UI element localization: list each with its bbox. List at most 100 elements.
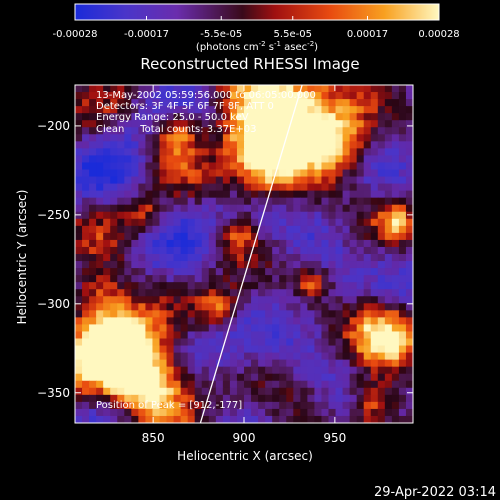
heatmap-cell: [370, 120, 379, 128]
heatmap-cell: [236, 225, 245, 234]
heatmap-cell: [272, 387, 280, 396]
heatmap-cell: [145, 338, 154, 347]
heatmap-cell: [349, 401, 358, 410]
heatmap-cell: [244, 366, 252, 375]
heatmap-cell: [208, 359, 217, 368]
heatmap-cell: [131, 303, 139, 311]
heatmap-cell: [321, 394, 330, 403]
heatmap-cell: [110, 141, 118, 149]
heatmap-cell: [314, 239, 323, 248]
heatmap-cell: [398, 106, 407, 114]
x-tick-label: 950: [323, 431, 346, 445]
heatmap-cell: [152, 387, 161, 396]
heatmap-cell: [384, 261, 393, 269]
heatmap-cell: [208, 155, 217, 164]
heatmap-cell: [244, 211, 252, 220]
heatmap-cell: [244, 218, 252, 227]
heatmap-cell: [244, 176, 252, 185]
heatmap-cell: [103, 373, 111, 382]
heatmap-cell: [384, 380, 393, 389]
heatmap-cell: [180, 127, 189, 135]
heatmap-cell: [152, 190, 161, 199]
heatmap-cell: [117, 359, 125, 368]
heatmap-cell: [398, 331, 407, 340]
heatmap-cell: [391, 310, 400, 318]
heatmap-cell: [152, 415, 161, 423]
heatmap-cell: [349, 127, 358, 135]
heatmap-cell: [314, 155, 323, 164]
heatmap-cell: [159, 282, 168, 290]
heatmap-cell: [180, 345, 189, 354]
heatmap-cell: [363, 408, 372, 417]
heatmap-cell: [272, 289, 280, 297]
heatmap-cell: [201, 282, 210, 290]
heatmap-cell: [307, 401, 316, 410]
heatmap-cell: [145, 394, 154, 403]
heatmap-cell: [180, 282, 189, 290]
heatmap-cell: [279, 113, 287, 121]
heatmap-cell: [363, 359, 372, 368]
heatmap-cell: [265, 176, 273, 185]
heatmap-cell: [236, 197, 245, 206]
heatmap-cell: [117, 415, 125, 423]
heatmap-cell: [398, 310, 407, 318]
heatmap-cell: [384, 275, 393, 283]
heatmap-cell: [215, 366, 224, 375]
heatmap-cell: [258, 190, 266, 199]
heatmap-cell: [82, 338, 90, 347]
heatmap-cell: [405, 366, 413, 375]
heatmap-cell: [75, 218, 83, 227]
heatmap-cell: [187, 120, 196, 128]
heatmap-cell: [321, 92, 330, 100]
heatmap-cell: [258, 211, 266, 220]
heatmap-cell: [222, 345, 231, 354]
heatmap-cell: [152, 254, 161, 262]
heatmap-cell: [370, 296, 379, 304]
heatmap-cell: [89, 296, 97, 304]
heatmap-cell: [328, 268, 337, 276]
heatmap-cell: [208, 141, 217, 149]
heatmap-cell: [342, 141, 351, 149]
heatmap-cell: [405, 394, 413, 403]
heatmap-cell: [96, 275, 104, 283]
heatmap-cell: [265, 303, 273, 311]
heatmap-cell: [286, 162, 294, 171]
heatmap-cell: [103, 338, 111, 347]
heatmap-cell: [307, 275, 316, 283]
heatmap-cell: [131, 85, 139, 93]
heatmap-cell: [159, 366, 168, 375]
heatmap-cell: [377, 345, 386, 354]
heatmap-cell: [300, 99, 308, 107]
heatmap-cell: [103, 106, 111, 114]
heatmap-cell: [349, 296, 358, 304]
heatmap-cell: [335, 394, 344, 403]
heatmap-cell: [370, 331, 379, 340]
heatmap-cell: [201, 345, 210, 354]
heatmap-cell: [286, 106, 294, 114]
heatmap-cell: [384, 317, 393, 326]
heatmap-cell: [194, 387, 203, 396]
heatmap-cell: [194, 366, 203, 375]
heatmap-cell: [265, 268, 273, 276]
heatmap-cell: [166, 317, 175, 326]
heatmap-cell: [279, 282, 287, 290]
heatmap-cell: [96, 310, 104, 318]
heatmap-cell: [110, 106, 118, 114]
heatmap-cell: [370, 394, 379, 403]
heatmap-cell: [391, 85, 400, 93]
heatmap-cell: [82, 148, 90, 157]
heatmap-cell: [215, 190, 224, 199]
heatmap-cell: [131, 239, 139, 248]
heatmap-cell: [328, 282, 337, 290]
heatmap-cell: [96, 99, 104, 107]
heatmap-cell: [145, 352, 154, 361]
heatmap-cell: [272, 197, 280, 206]
heatmap-cell: [145, 106, 154, 114]
heatmap-cell: [145, 176, 154, 185]
heatmap-cell: [110, 155, 118, 164]
heatmap-cell: [82, 331, 90, 340]
heatmap-cell: [187, 282, 196, 290]
heatmap-cell: [152, 162, 161, 171]
heatmap-cell: [138, 134, 147, 142]
heatmap-cell: [349, 197, 358, 206]
